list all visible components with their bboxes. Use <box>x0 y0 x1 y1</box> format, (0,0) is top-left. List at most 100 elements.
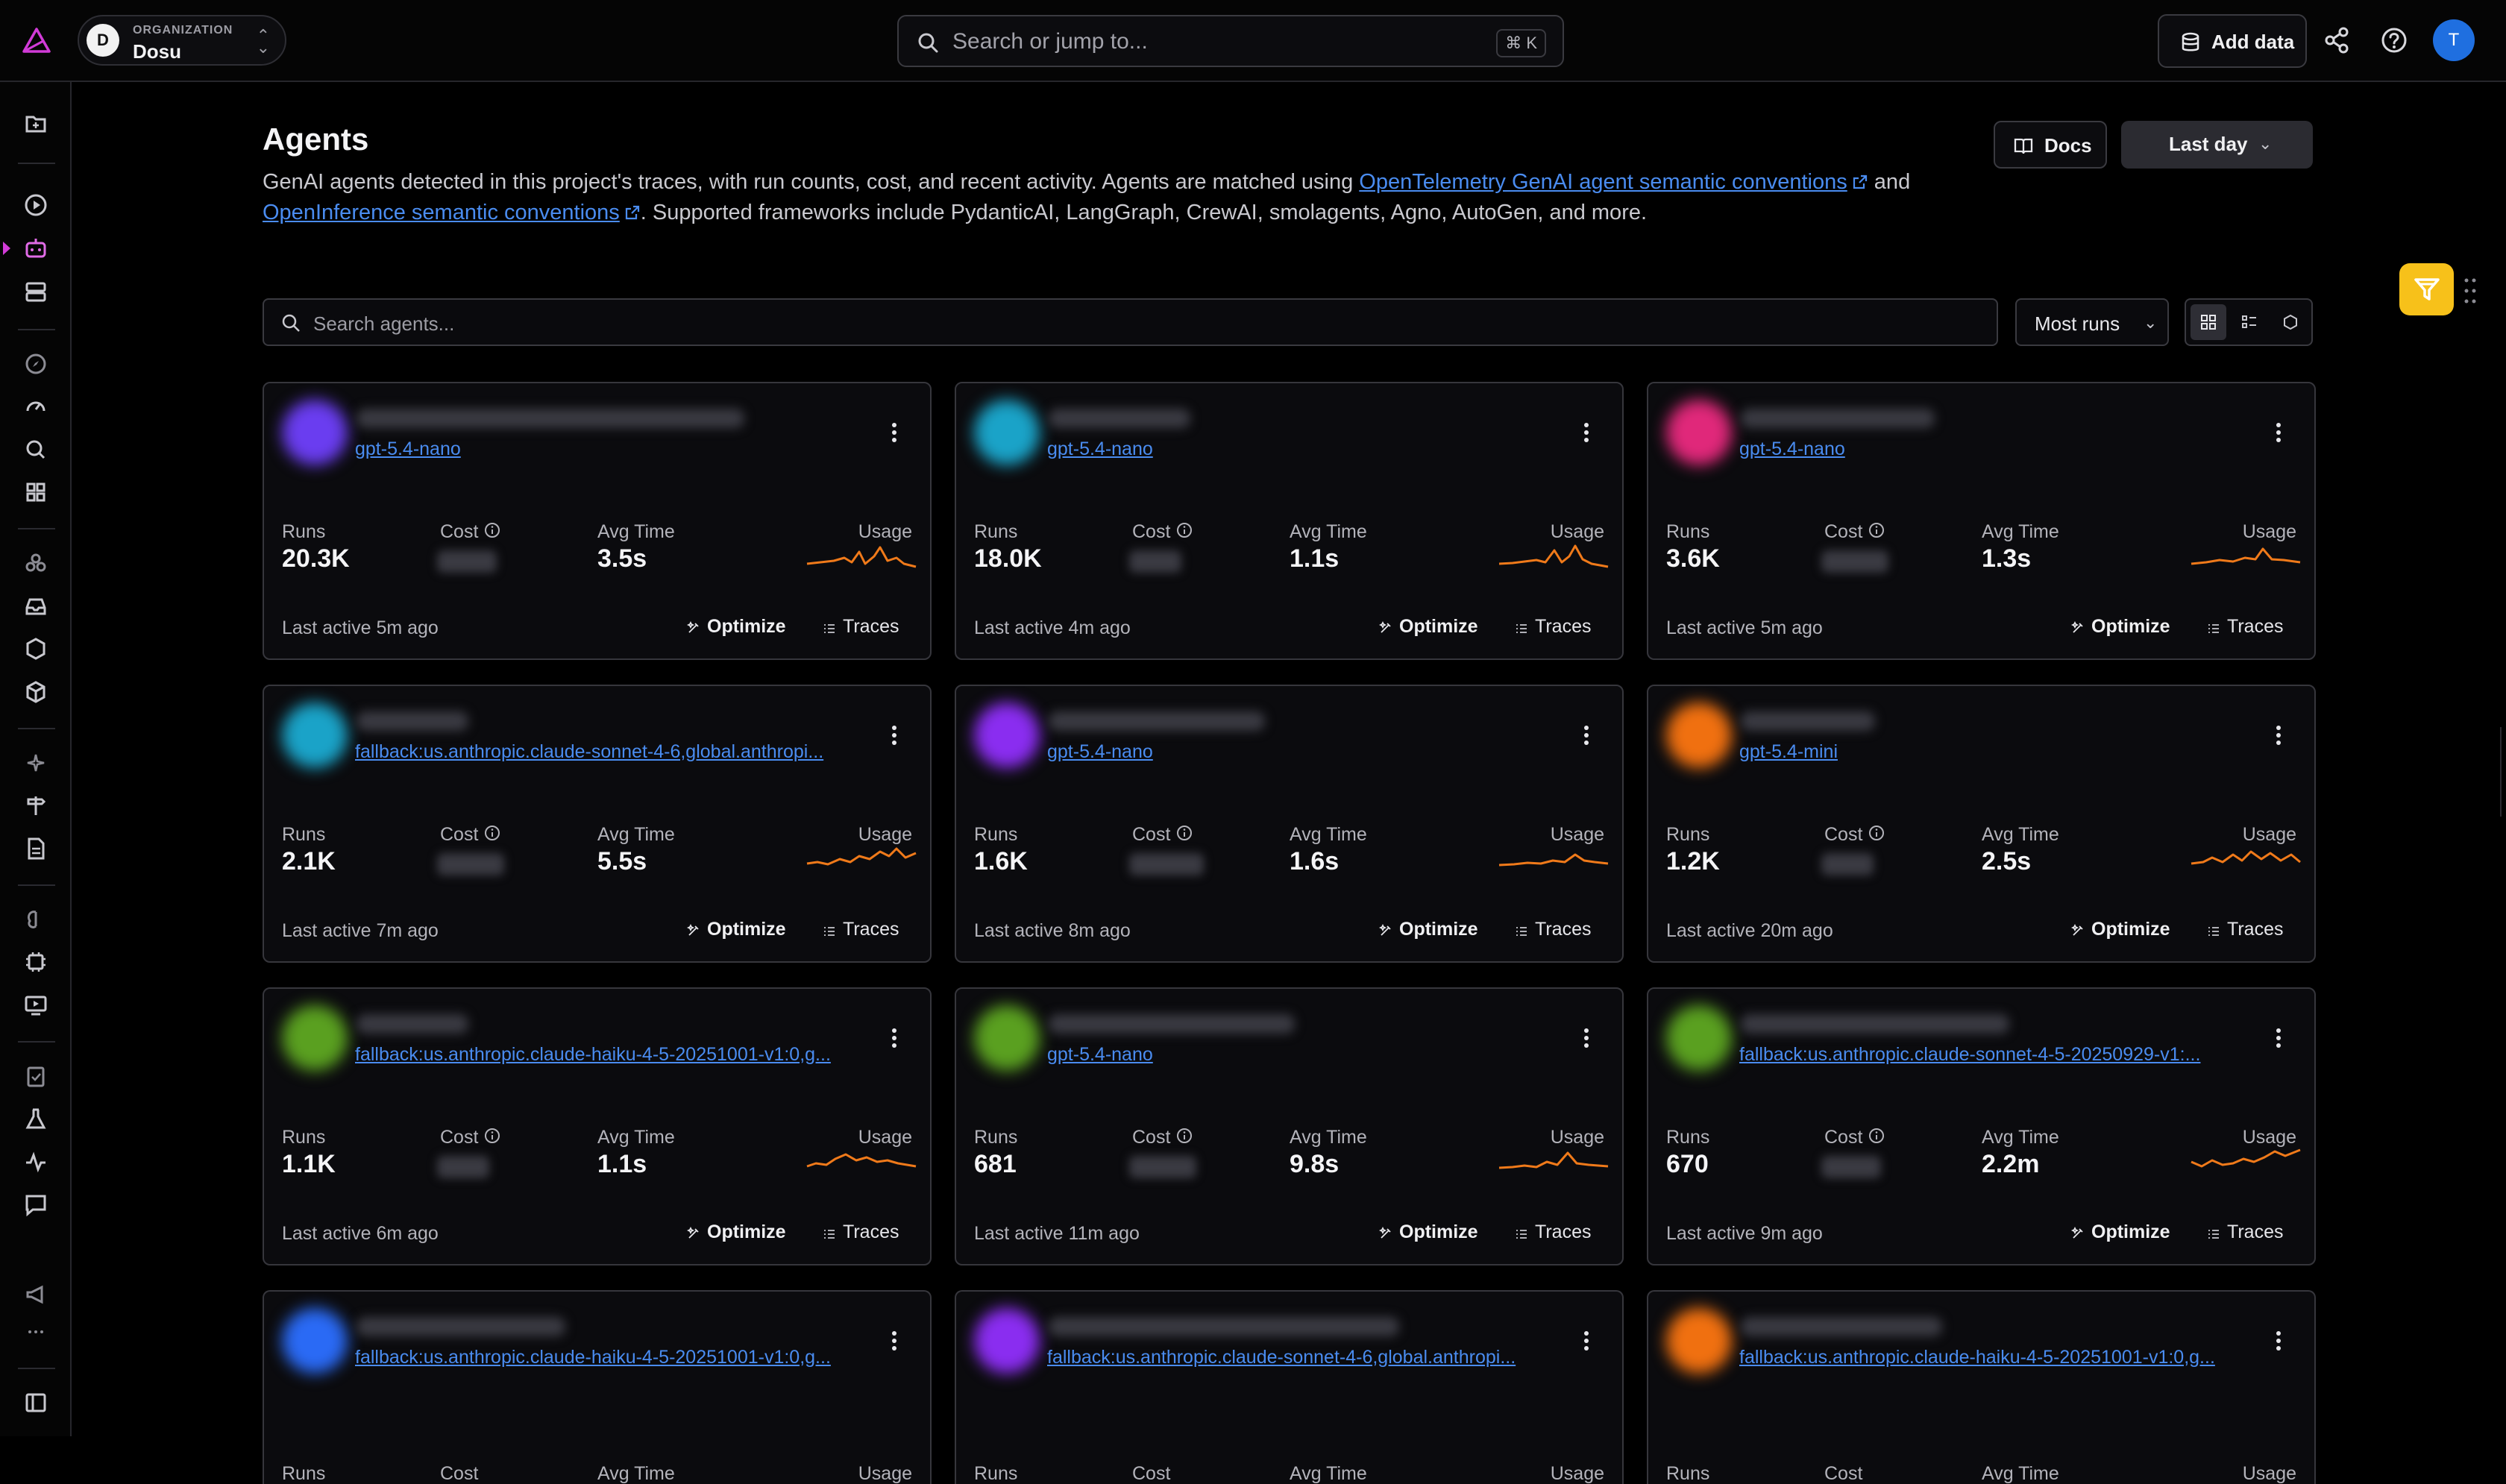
app-logo-icon[interactable] <box>21 26 52 57</box>
help-icon[interactable] <box>2379 25 2409 55</box>
agent-card[interactable]: gpt-5.4-nano Runs Cost Avg Time Usage 18… <box>955 382 1624 660</box>
inbox-icon[interactable] <box>21 591 51 621</box>
scrollbar[interactable] <box>2500 727 2506 817</box>
time-range-select[interactable]: Last day ⌄ <box>2121 121 2313 169</box>
agent-name-redacted <box>1741 1014 2009 1034</box>
gauge-icon[interactable] <box>21 392 51 421</box>
more-vertical-icon[interactable] <box>2276 1330 2282 1351</box>
otel-conventions-link[interactable]: OpenTelemetry GenAI agent semantic conve… <box>1359 170 1847 194</box>
agent-model-link[interactable]: gpt-5.4-nano <box>1047 1044 1153 1065</box>
more-vertical-icon[interactable] <box>2276 725 2282 746</box>
clusters-icon[interactable] <box>21 548 51 578</box>
more-vertical-icon[interactable] <box>1583 1028 1589 1048</box>
agent-model-link[interactable]: fallback:us.anthropic.claude-haiku-4-5-2… <box>355 1044 831 1065</box>
agent-name-redacted <box>1049 711 1265 731</box>
agent-model-link[interactable]: gpt-5.4-nano <box>355 438 461 459</box>
agent-card[interactable]: fallback:us.anthropic.claude-haiku-4-5-2… <box>263 987 932 1266</box>
user-avatar[interactable]: T <box>2433 19 2475 61</box>
share-icon[interactable] <box>2323 25 2352 55</box>
agent-model-link[interactable]: fallback:us.anthropic.claude-haiku-4-5-2… <box>355 1347 831 1368</box>
signpost-icon[interactable] <box>21 790 51 820</box>
more-vertical-icon[interactable] <box>1583 422 1589 443</box>
agent-model-link[interactable]: gpt-5.4-nano <box>1739 438 1845 459</box>
bot-icon[interactable] <box>21 233 51 263</box>
usage-sparkline <box>2191 1148 2301 1168</box>
dashboard-icon[interactable] <box>21 477 51 507</box>
agent-model-link[interactable]: fallback:us.anthropic.claude-sonnet-4-6,… <box>355 741 824 762</box>
agent-model-link[interactable]: fallback:us.anthropic.claude-haiku-4-5-2… <box>1739 1347 2215 1368</box>
more-vertical-icon[interactable] <box>891 422 897 443</box>
hexagon-icon[interactable] <box>21 634 51 664</box>
agent-card[interactable]: fallback:us.anthropic.claude-sonnet-4-6,… <box>955 1290 1624 1484</box>
info-icon[interactable] <box>483 1127 501 1145</box>
agent-card[interactable]: fallback:us.anthropic.claude-sonnet-4-5-… <box>1647 987 2316 1266</box>
runs-label: Runs <box>1666 521 1710 542</box>
usage-label: Usage <box>2242 1463 2296 1484</box>
cpu-icon[interactable] <box>21 947 51 977</box>
more-vertical-icon[interactable] <box>2276 1028 2282 1048</box>
feedback-fab[interactable] <box>2399 263 2454 315</box>
sparkles-icon[interactable] <box>21 748 51 778</box>
cost-value-redacted <box>1129 1156 1196 1178</box>
info-icon[interactable] <box>1175 1127 1193 1145</box>
agent-model-link[interactable]: fallback:us.anthropic.claude-sonnet-4-5-… <box>1739 1044 2201 1065</box>
info-icon[interactable] <box>1175 521 1193 539</box>
agent-card[interactable]: fallback:us.anthropic.claude-sonnet-4-6,… <box>263 685 932 963</box>
agent-search-input[interactable]: Search agents... <box>263 298 1998 346</box>
package-icon[interactable] <box>21 677 51 707</box>
openinference-conventions-link[interactable]: OpenInference semantic conventions <box>263 201 620 224</box>
search-icon[interactable] <box>21 435 51 465</box>
list-view-button[interactable] <box>2232 304 2267 340</box>
docs-button[interactable]: Docs <box>1994 121 2107 169</box>
graph-view-button[interactable] <box>2273 304 2308 340</box>
sort-select[interactable]: Most runs ⌄ <box>2015 298 2169 346</box>
monitor-play-icon[interactable] <box>21 990 51 1020</box>
more-vertical-icon[interactable] <box>2276 422 2282 443</box>
more-icon[interactable] <box>21 1317 51 1347</box>
organization-switcher[interactable]: D ORGANIZATION Dosu ⌃ ⌄ <box>78 15 286 66</box>
message-icon[interactable] <box>21 1189 51 1219</box>
agent-card[interactable]: gpt-5.4-nano Runs Cost Avg Time Usage 3.… <box>1647 382 2316 660</box>
server-icon[interactable] <box>21 277 51 306</box>
agent-card[interactable]: gpt-5.4-nano Runs Cost Avg Time Usage 20… <box>263 382 932 660</box>
grid-view-button[interactable] <box>2191 304 2226 340</box>
document-icon[interactable] <box>21 834 51 864</box>
info-icon[interactable] <box>483 521 501 539</box>
optimize-label: Optimize <box>707 616 786 637</box>
brain-icon[interactable] <box>21 905 51 934</box>
add-data-button[interactable]: Add data <box>2158 14 2307 68</box>
play-circle-icon[interactable] <box>21 190 51 220</box>
more-vertical-icon[interactable] <box>891 725 897 746</box>
agent-card[interactable]: fallback:us.anthropic.claude-haiku-4-5-2… <box>1647 1290 2316 1484</box>
agent-card[interactable]: gpt-5.4-nano Runs Cost Avg Time Usage 68… <box>955 987 1624 1266</box>
runs-label: Runs <box>282 1127 326 1148</box>
megaphone-icon[interactable] <box>21 1280 51 1309</box>
info-icon[interactable] <box>483 824 501 842</box>
more-vertical-icon[interactable] <box>1583 1330 1589 1351</box>
avg-time-label: Avg Time <box>1290 824 1367 845</box>
cost-value-redacted <box>437 550 497 573</box>
info-icon[interactable] <box>1868 521 1885 539</box>
drag-handle-icon[interactable] <box>2463 276 2477 306</box>
more-vertical-icon[interactable] <box>891 1330 897 1351</box>
activity-icon[interactable] <box>21 1147 51 1177</box>
global-search-input[interactable]: Search or jump to... ⌘ K <box>897 15 1564 67</box>
flask-icon[interactable] <box>21 1104 51 1134</box>
clipboard-check-icon[interactable] <box>21 1061 51 1091</box>
agent-model-link[interactable]: gpt-5.4-nano <box>1047 438 1153 459</box>
more-vertical-icon[interactable] <box>1583 725 1589 746</box>
agent-card[interactable]: gpt-5.4-nano Runs Cost Avg Time Usage 1.… <box>955 685 1624 963</box>
agent-model-link[interactable]: gpt-5.4-nano <box>1047 741 1153 762</box>
traces-label: Traces <box>2227 919 2284 940</box>
agent-card[interactable]: fallback:us.anthropic.claude-haiku-4-5-2… <box>263 1290 932 1484</box>
agent-card[interactable]: gpt-5.4-mini Runs Cost Avg Time Usage 1.… <box>1647 685 2316 963</box>
compass-icon[interactable] <box>21 349 51 379</box>
more-vertical-icon[interactable] <box>891 1028 897 1048</box>
sidebar-toggle-icon[interactable] <box>21 1388 51 1418</box>
info-icon[interactable] <box>1868 824 1885 842</box>
folder-icon[interactable] <box>21 109 51 139</box>
agent-model-link[interactable]: fallback:us.anthropic.claude-sonnet-4-6,… <box>1047 1347 1516 1368</box>
agent-model-link[interactable]: gpt-5.4-mini <box>1739 741 1838 762</box>
info-icon[interactable] <box>1175 824 1193 842</box>
info-icon[interactable] <box>1868 1127 1885 1145</box>
